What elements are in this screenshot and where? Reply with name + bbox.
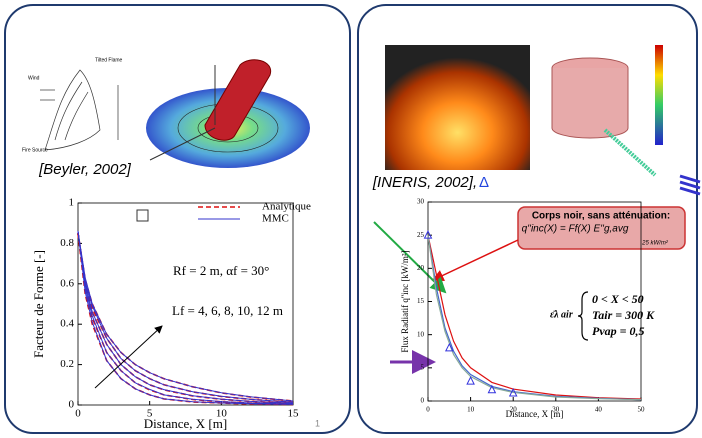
flame-sketch: [40, 70, 118, 150]
caption-symbol: Δ: [479, 174, 489, 191]
caption: [Beyler, 2002]: [38, 161, 132, 178]
y-tick-label: 0.4: [60, 318, 74, 330]
caption: [INERIS, 2002],: [372, 174, 477, 191]
sketch-label: Tilted Flame: [95, 57, 123, 63]
condition-symbol: ε̄λ air: [550, 309, 573, 320]
left-panel: [5, 5, 350, 433]
callout-text: 25 kW/m²: [641, 241, 669, 247]
callout-text: q''inc(X) = Ff(X) E''g,avg: [522, 224, 629, 235]
x-tick-label: 40: [595, 406, 603, 414]
annotation: Rf = 2 m, αf = 30°: [173, 263, 269, 278]
y-axis-label: Facteur de Forme [-]: [31, 250, 46, 358]
curve: [78, 233, 293, 404]
cylinder-plot: [552, 45, 663, 175]
y-tick-label: 0.2: [60, 358, 74, 370]
page: {"left": {"caption": "[Beyler, 2002]", "…: [0, 0, 702, 438]
brace: [578, 292, 588, 340]
curve: [78, 233, 293, 403]
sketch-label: Fire Source: [22, 147, 48, 153]
x-tick-label: 0: [75, 408, 81, 420]
x-tick-label: 15: [288, 408, 300, 420]
y-tick-label: 0.8: [60, 237, 74, 249]
y-tick-label: 0: [69, 399, 75, 411]
legend-label: MMC: [262, 213, 289, 225]
callout-text: Corps noir, sans atténuation:: [532, 211, 670, 222]
arrow: [433, 240, 518, 280]
page-number: 1: [315, 418, 320, 428]
y-axis-label: Flux Radiatif q''inc [kW/m²]: [400, 250, 410, 352]
curve: [78, 233, 293, 404]
condition-line: Pvap = 0,5: [592, 324, 645, 338]
condition-line: Tair = 300 K: [592, 308, 655, 322]
y-tick-label: 25: [417, 231, 425, 239]
3d-plot: [146, 60, 310, 168]
y-tick-label: 1: [69, 197, 75, 209]
x-axis-label: Distance, X [m]: [144, 416, 227, 431]
y-tick-label: 0.6: [60, 277, 74, 289]
y-tick-label: 10: [417, 330, 425, 338]
condition-line: 0 < X < 50: [592, 292, 644, 306]
x-tick-label: 50: [638, 406, 646, 414]
placeholder-box: [137, 210, 148, 221]
x-tick-label: 0: [426, 406, 430, 414]
sketch-label: Wind: [28, 75, 40, 81]
annotation: Lf = 4, 6, 8, 10, 12 m: [172, 303, 283, 318]
fire-photo: [385, 45, 530, 170]
x-axis-label: Distance, X [m]: [506, 409, 564, 419]
y-tick-label: 5: [421, 363, 425, 371]
slide: Wind Tilted Flame Fire Source [Beyler, 2…: [0, 0, 702, 438]
y-tick-label: 15: [417, 297, 425, 305]
y-tick-label: 0: [421, 397, 425, 405]
x-tick-label: 10: [467, 406, 475, 414]
y-tick-label: 30: [417, 198, 425, 206]
y-tick-label: 20: [417, 264, 425, 272]
legend-label: Analytique: [262, 201, 311, 213]
